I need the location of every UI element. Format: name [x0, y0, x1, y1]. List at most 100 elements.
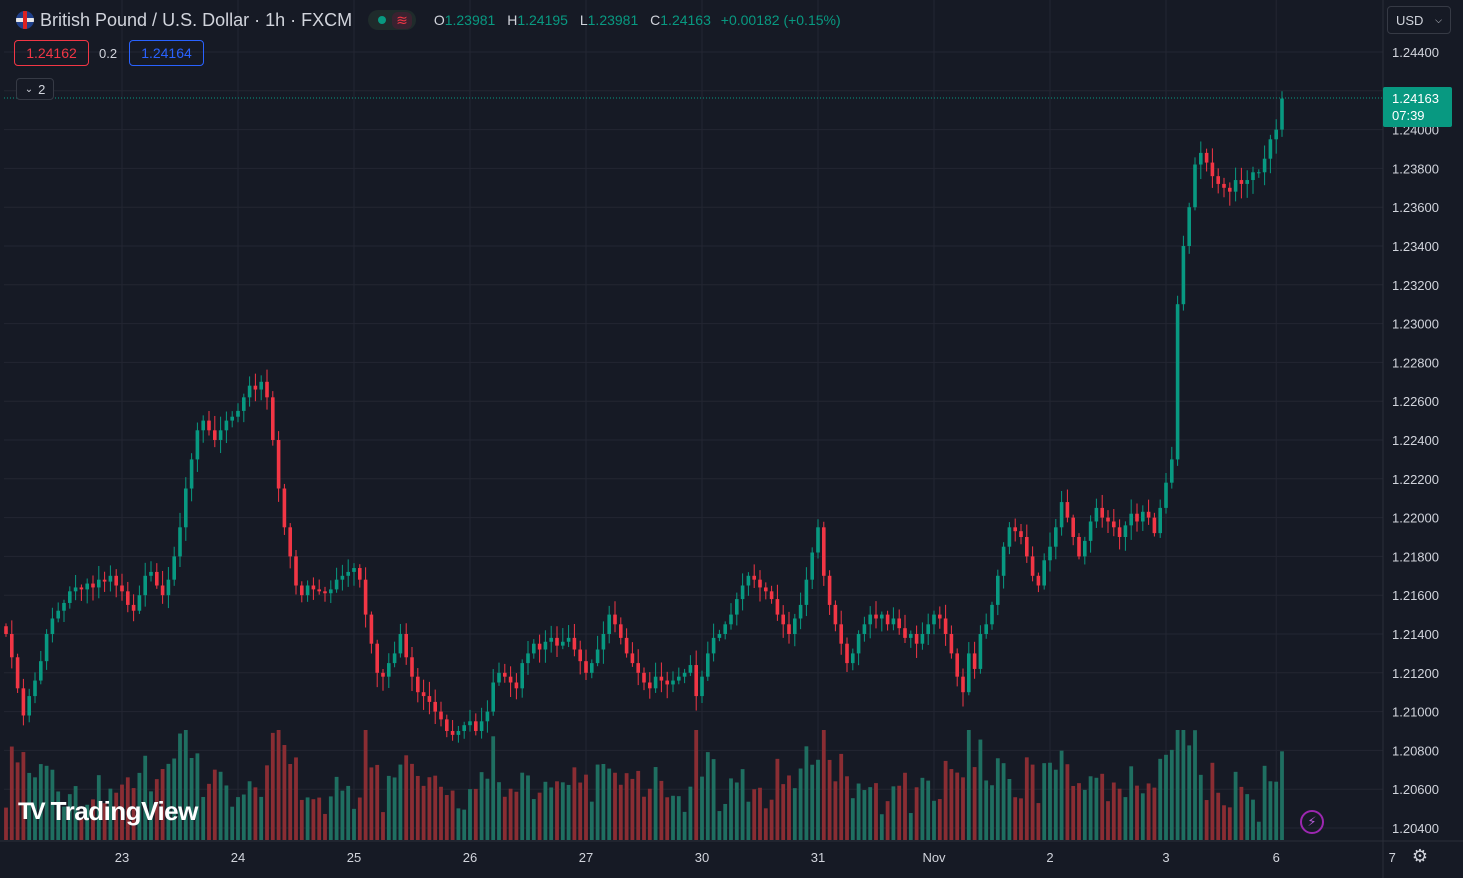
candle-body: [804, 579, 809, 605]
volume-bar: [682, 811, 687, 840]
candlestick-series: [4, 91, 1284, 743]
lightning-icon[interactable]: ⚡: [1300, 810, 1324, 834]
currency-select[interactable]: USD ⌵: [1387, 6, 1451, 34]
candle-body: [752, 575, 756, 580]
tradingview-logo[interactable]: TV TradingView: [18, 796, 198, 827]
volume-bar: [636, 770, 641, 840]
price-tick-label: 1.23600: [1392, 200, 1439, 215]
volume-bar: [937, 799, 942, 840]
candle-body: [711, 637, 716, 654]
candle-body: [682, 672, 687, 677]
volume-bar: [578, 782, 583, 840]
collapse-indicators-button[interactable]: ⌄ 2: [16, 78, 54, 100]
candle-body: [1175, 304, 1180, 460]
volume-bar: [346, 785, 351, 840]
volume-bar: [247, 781, 252, 840]
logo-text: TradingView: [50, 796, 199, 826]
volume-bar: [444, 795, 449, 840]
ohlc-values: O1.23981 H1.24195 L1.23981 C1.24163 +0.0…: [434, 12, 841, 28]
volume-bar: [381, 812, 385, 840]
candle-body: [520, 663, 524, 689]
candle-body: [532, 643, 536, 654]
candle-body: [636, 663, 640, 673]
volume-bar: [323, 813, 327, 840]
candle-body: [938, 614, 942, 619]
market-status[interactable]: ≋: [368, 10, 416, 30]
bar-countdown: 07:39: [1392, 108, 1425, 123]
open-label: O: [433, 12, 445, 28]
candle-body: [271, 397, 275, 440]
candle-body: [1187, 207, 1191, 246]
volume-bar: [259, 796, 264, 840]
candle-body: [503, 672, 507, 677]
candle-body: [21, 688, 26, 716]
volume-bar: [990, 785, 994, 840]
candle-body: [439, 711, 443, 720]
volume-bar: [125, 777, 130, 840]
candle-body: [195, 430, 200, 460]
candle-body: [810, 552, 814, 580]
time-axis[interactable]: 23 24 25 26 27 30 31 Nov 2 3 6 7: [0, 840, 1463, 865]
volume-bar: [154, 779, 159, 840]
candle-body: [1181, 246, 1186, 305]
volume-bar: [1204, 800, 1209, 840]
candle-body: [392, 653, 397, 664]
volume-bar: [392, 777, 397, 840]
price-axis[interactable]: 1.244001.242001.240001.238001.236001.234…: [1382, 0, 1463, 878]
candle-body: [1077, 537, 1081, 557]
candle-body: [468, 721, 472, 726]
candle-body: [543, 641, 548, 650]
volume-bar: [1019, 798, 1023, 840]
candle-body: [1001, 546, 1006, 576]
volume-bar: [624, 773, 629, 840]
volume-bar: [1280, 751, 1284, 840]
symbol-title[interactable]: British Pound / U.S. Dollar · 1h · FXCM: [40, 9, 353, 30]
volume-bar: [1193, 730, 1197, 840]
price-tick-label: 1.20400: [1392, 821, 1439, 836]
price-tick-label: 1.23000: [1392, 317, 1439, 332]
candle-body: [1228, 187, 1232, 192]
buy-button[interactable]: 1.24164: [129, 40, 204, 66]
candle-body: [1204, 152, 1209, 163]
volume-bar: [1077, 783, 1081, 840]
volume-bar: [340, 790, 345, 840]
candle-body: [1210, 162, 1215, 177]
candle-body: [207, 420, 211, 431]
candle-body: [839, 624, 843, 644]
candle-body: [1199, 152, 1203, 165]
volume-bar: [676, 796, 681, 840]
sell-button[interactable]: 1.24162: [14, 40, 89, 66]
volume-bar: [479, 772, 484, 840]
volume-bar: [357, 797, 362, 840]
price-tick-label: 1.22200: [1392, 472, 1439, 487]
gear-icon[interactable]: ⚙: [1411, 845, 1429, 866]
candle-body: [300, 585, 304, 596]
volume-bar: [1053, 769, 1058, 840]
volume-bar: [943, 760, 948, 840]
volume-bar: [201, 796, 206, 840]
volume-bar: [856, 783, 861, 840]
tradingview-logo-icon: TV: [18, 797, 46, 825]
candle-body: [949, 634, 954, 654]
volume-bar: [1181, 730, 1186, 840]
candle-body: [607, 614, 611, 634]
volume-bar: [172, 758, 177, 840]
volume-bar: [1100, 773, 1105, 840]
volume-bar: [1152, 787, 1157, 840]
volume-bar: [473, 788, 478, 840]
volume-bar: [723, 803, 728, 840]
volume-bar: [1239, 786, 1244, 840]
close-value: 1.24163: [660, 12, 711, 28]
candle-body: [131, 604, 136, 611]
volume-bar: [903, 772, 907, 840]
candle-body: [764, 587, 768, 592]
volume-bar: [27, 772, 32, 840]
candle-body: [259, 381, 263, 390]
candle-body: [613, 614, 617, 625]
volume-bar: [485, 778, 490, 840]
volume-bar: [549, 787, 554, 840]
time-tick-label: 23: [115, 850, 129, 865]
candle-body: [265, 381, 269, 398]
candle-body: [1054, 527, 1058, 547]
